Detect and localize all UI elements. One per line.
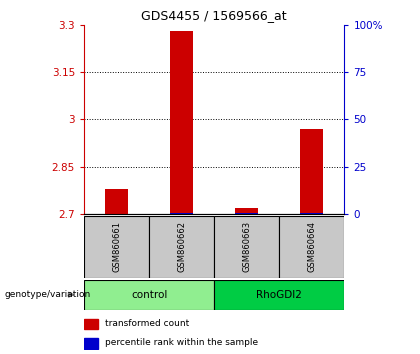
Bar — [300, 129, 323, 214]
Text: GSM860663: GSM860663 — [242, 221, 251, 273]
Bar — [84, 319, 98, 329]
Bar — [214, 280, 344, 310]
Bar — [170, 213, 193, 214]
Bar — [84, 280, 214, 310]
Text: RhoGDI2: RhoGDI2 — [256, 290, 302, 300]
Text: GSM860664: GSM860664 — [307, 221, 316, 273]
Bar — [84, 216, 149, 278]
Text: transformed count: transformed count — [105, 319, 189, 328]
Bar — [170, 31, 193, 214]
Bar — [214, 216, 279, 278]
Text: genotype/variation: genotype/variation — [4, 290, 90, 299]
Bar — [105, 213, 128, 214]
Text: GSM860661: GSM860661 — [112, 221, 121, 273]
Text: control: control — [131, 290, 167, 300]
Text: GSM860662: GSM860662 — [177, 221, 186, 273]
Bar — [300, 213, 323, 214]
Bar — [235, 213, 258, 214]
Bar — [105, 189, 128, 214]
Title: GDS4455 / 1569566_at: GDS4455 / 1569566_at — [142, 9, 287, 22]
Bar — [84, 338, 98, 348]
Text: percentile rank within the sample: percentile rank within the sample — [105, 338, 258, 347]
Bar — [279, 216, 344, 278]
Bar — [149, 216, 214, 278]
Bar — [235, 208, 258, 214]
